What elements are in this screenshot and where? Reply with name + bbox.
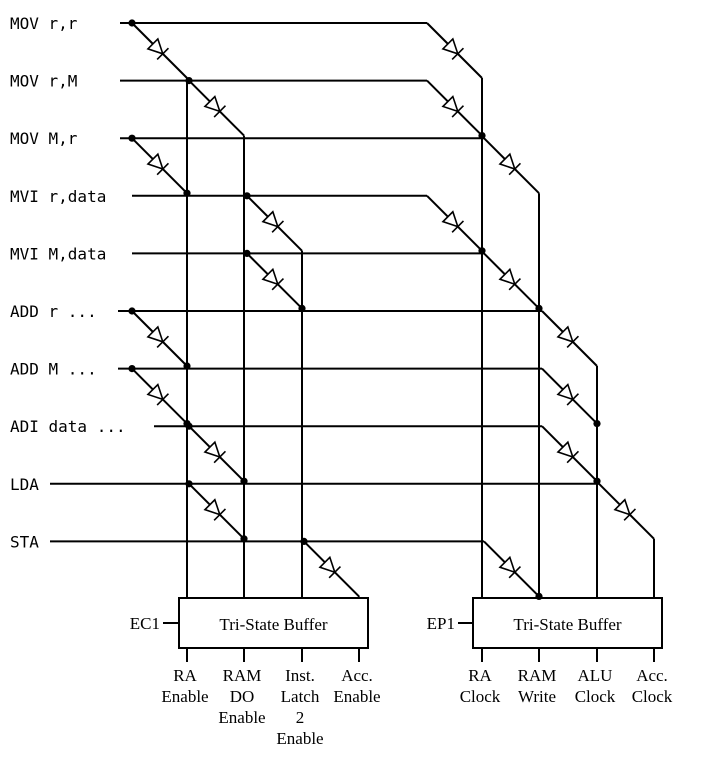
left-output-label: RA Enable — [161, 666, 208, 706]
junction-dot — [535, 304, 543, 312]
junction-dot — [128, 19, 136, 27]
right-buffer-title: Tri-State Buffer — [513, 615, 621, 634]
output-label-line: RAM — [518, 666, 557, 685]
left-output-label: Inst. Latch 2 Enable — [276, 666, 323, 748]
output-label-line: Acc. — [341, 666, 373, 685]
left-buffer-title: Tri-State Buffer — [219, 615, 327, 634]
wires — [50, 22, 655, 662]
junction-dot — [243, 249, 251, 257]
junction-dot — [300, 537, 308, 546]
diode-icon — [146, 37, 170, 61]
diode-branch — [541, 310, 598, 367]
instruction-label: MVI M,data — [10, 244, 106, 263]
output-label-line: Clock — [575, 687, 616, 706]
diode-branch — [426, 22, 483, 79]
diode-branch — [483, 137, 540, 194]
left-buffer-input-label: EC1 — [130, 614, 160, 633]
diode-icon — [556, 383, 580, 406]
diode-icon — [441, 95, 465, 118]
left-buffer-box — [178, 597, 369, 649]
diode-icon — [498, 152, 522, 176]
left-output-label: RAM DO Enable — [218, 666, 265, 727]
output-label-line: RA — [173, 666, 197, 685]
junction-dot — [183, 420, 191, 428]
junction-dot — [240, 535, 248, 543]
right-output-label: Acc. Clock — [632, 666, 673, 706]
instruction-label: ADI data ... — [10, 417, 126, 436]
right-output-label: RAM Write — [518, 666, 557, 706]
output-label-line: DO — [230, 687, 255, 706]
diode-icon — [556, 440, 580, 464]
output-label-line: Latch — [281, 687, 320, 706]
diode-icon — [261, 210, 285, 233]
instruction-label: LDA — [10, 475, 39, 494]
junction-dot — [243, 192, 251, 200]
junction-dots — [128, 19, 601, 601]
diode-icon — [498, 555, 522, 579]
diode-icon — [203, 95, 227, 118]
diode-icon — [498, 267, 522, 291]
diode-branch — [303, 540, 360, 598]
output-label-line: RAM — [223, 666, 262, 685]
output-label-line: Clock — [632, 687, 673, 706]
output-label-line: ALU — [578, 666, 613, 685]
diode-icon — [613, 498, 637, 521]
diodes — [146, 37, 637, 579]
output-label-line: Enable — [276, 729, 323, 748]
diode-icon — [203, 498, 227, 521]
output-label-line: Acc. — [636, 666, 668, 685]
right-output-label: RA Clock — [460, 666, 501, 706]
diode-icon — [441, 37, 465, 61]
diode-icon — [318, 555, 342, 579]
output-label-line: Inst. — [285, 666, 315, 685]
junction-dot — [128, 134, 136, 142]
instruction-label: MOV r,r — [10, 14, 78, 33]
output-label-line: Clock — [460, 687, 501, 706]
diode-icon — [441, 210, 465, 233]
right-output-label: ALU Clock — [575, 666, 616, 706]
diode-icon — [146, 325, 170, 349]
output-label-line: RA — [468, 666, 492, 685]
diode-branch — [246, 195, 303, 252]
junction-dot — [593, 477, 601, 485]
instruction-label: MVI r,data — [10, 187, 106, 206]
diode-branch — [598, 483, 655, 540]
left-output-label: Acc. Enable — [333, 666, 380, 706]
junction-dot — [183, 189, 191, 197]
junction-dot — [478, 132, 486, 140]
junction-dot — [185, 77, 193, 85]
junction-dot — [593, 420, 601, 428]
output-label-line: Enable — [333, 687, 380, 706]
diode-icon — [146, 383, 170, 406]
diode-icon — [261, 267, 285, 291]
instruction-label: MOV r,M — [10, 72, 77, 91]
junction-dot — [240, 477, 248, 485]
instruction-label: ADD r ... — [10, 302, 97, 321]
diode-icon — [146, 152, 170, 176]
output-label-line: Enable — [218, 708, 265, 727]
junction-dot — [298, 304, 306, 312]
diode-branch — [188, 79, 245, 137]
junction-dot — [128, 307, 136, 315]
instruction-label: MOV M,r — [10, 129, 78, 148]
diode-icon — [556, 325, 580, 349]
diode-icon — [203, 440, 227, 464]
right-buffer-input-label: EP1 — [427, 614, 455, 633]
junction-dot — [128, 365, 136, 373]
instruction-labels: MOV r,r MOV r,M MOV M,r MVI r,data MVI M,dat… — [10, 14, 126, 551]
right-buffer-box — [472, 597, 663, 649]
output-label-line: Write — [518, 687, 556, 706]
junction-dot — [185, 480, 193, 488]
output-label-line: 2 — [296, 708, 305, 727]
output-label-line: Enable — [161, 687, 208, 706]
junction-dot — [183, 362, 191, 370]
instruction-label: STA — [10, 532, 39, 551]
junction-dot — [478, 247, 486, 255]
instruction-label: ADD M ... — [10, 360, 97, 379]
